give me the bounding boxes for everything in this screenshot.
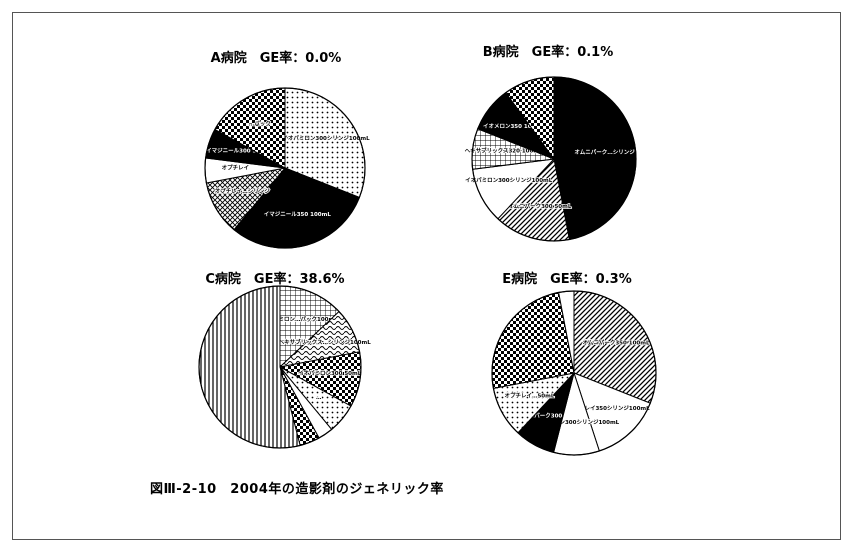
slice-label: イオメロン350 100mL	[483, 123, 545, 130]
slice-label: ヘキサブリックス…シリンジ100mL	[279, 338, 372, 346]
slice-label: イマジニール350 100mL	[264, 211, 332, 218]
slice-label: …	[316, 395, 322, 401]
slice-label: イオパミロン300シリンジ100mL	[532, 418, 620, 426]
slice-label: イオパミロン…パック100mL	[262, 315, 338, 323]
pie-outline	[204, 87, 366, 249]
slice-label: イオパミロン300シリンジ100mL	[465, 176, 553, 184]
slice-label: オムニパーク…シリンジ	[574, 148, 635, 156]
pie-chart-1: A病院 GE率：0.0% イオパミロン300シリンジ100mL イマジニール350 …	[204, 50, 371, 249]
pie-chart-3: C病院 GE率：38.6% イオパミロン…パック100mL ヘキサブリックス…シリン…	[198, 271, 372, 449]
figure-frame	[12, 12, 841, 540]
pie-title: C病院 GE率：38.6%	[205, 271, 344, 287]
slice-label: オプチレイ	[222, 164, 250, 172]
slice-label: オプチレイ…50mL	[504, 392, 554, 400]
slice-label: オムニパーク300 50mL	[518, 412, 582, 420]
slice-label: イオパミロン300 50mL	[298, 369, 362, 377]
slice-label: オムニパーク350 100mL	[583, 338, 650, 346]
pie-outline	[198, 285, 362, 449]
slice-label: オプチレイ…シリンジ	[215, 187, 271, 195]
slice-label: オプチレイ350シリンジ100mL	[568, 404, 650, 412]
slice-label: オムニパーク300 50mL	[508, 202, 572, 210]
pie-slice	[553, 76, 637, 241]
pie-outline	[491, 290, 657, 456]
slice-label: …パック	[249, 119, 271, 127]
slice-label: ヘキサブリックス320 100mL	[465, 147, 543, 155]
slice-label: イマジニール300 50mL	[206, 148, 270, 155]
figure-caption: 図Ⅲ-2-10 2004年の造影剤のジェネリック率	[150, 482, 444, 497]
pie-chart-4: E病院 GE率：0.3% オムニパーク350 100mL オプチレイ350シリンジ1…	[491, 271, 657, 456]
pie-title: B病院 GE率：0.1%	[483, 44, 614, 60]
slice-label: イオパミロン300シリンジ100mL	[282, 134, 370, 142]
pie-title: A病院 GE率：0.0%	[211, 50, 342, 66]
pie-outline	[471, 76, 637, 242]
pie-title: E病院 GE率：0.3%	[502, 271, 632, 287]
